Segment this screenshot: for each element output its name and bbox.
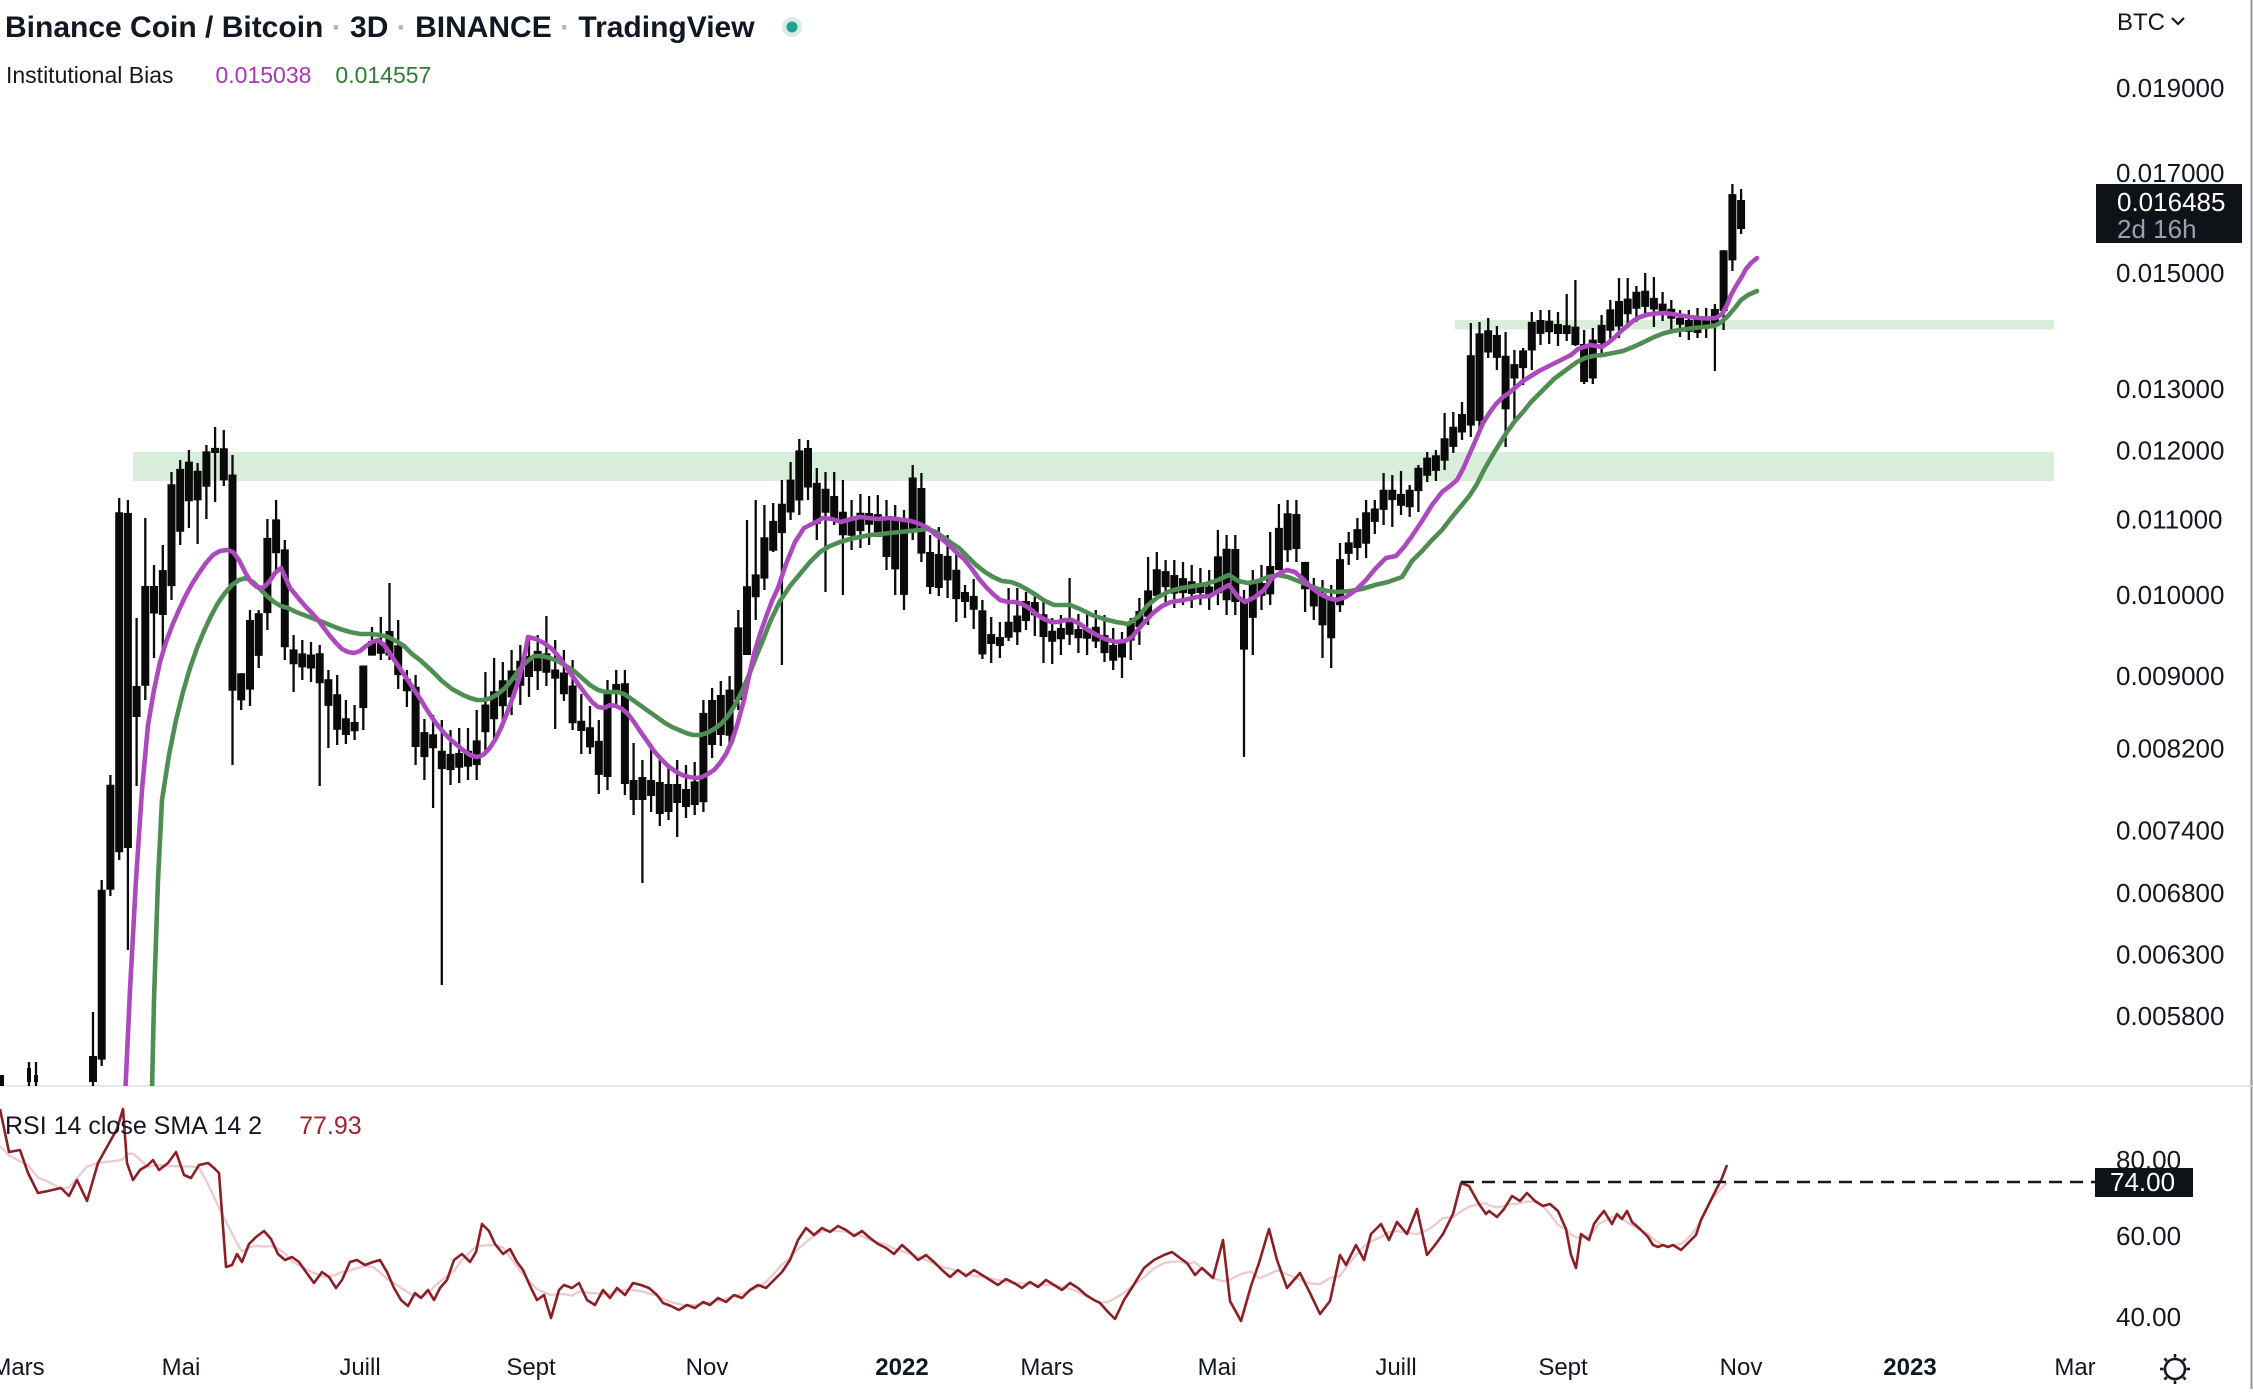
svg-text:Sept: Sept [506,1354,556,1381]
svg-text:Mai: Mai [162,1354,201,1381]
svg-text:BTC: BTC [2117,9,2165,36]
svg-text:0.005800: 0.005800 [2116,1001,2224,1031]
svg-text:0.006300: 0.006300 [2116,940,2224,970]
svg-text:Nov: Nov [686,1354,729,1381]
svg-text:Juill: Juill [1375,1354,1416,1381]
svg-text:Mars: Mars [0,1354,45,1381]
svg-text:0.011000: 0.011000 [2116,505,2223,535]
svg-text:Binance Coin / Bitcoin · 3D ·: Binance Coin / Bitcoin · 3D · BINANCE · … [5,11,755,44]
svg-text:Mars: Mars [1020,1354,1073,1381]
svg-text:0.010000: 0.010000 [2116,580,2224,610]
svg-text:0.015000: 0.015000 [2116,258,2224,288]
svg-text:0.012000: 0.012000 [2116,436,2224,466]
svg-text:0.008200: 0.008200 [2116,733,2224,763]
svg-text:Nov: Nov [1720,1354,1763,1381]
svg-text:40.00: 40.00 [2116,1302,2181,1332]
svg-text:Mar: Mar [2054,1354,2095,1381]
svg-text:Sept: Sept [1538,1354,1588,1381]
svg-text:RSI 14 close SMA 14 277.93: RSI 14 close SMA 14 2 77.93 [5,1112,362,1140]
svg-text:Juill: Juill [339,1354,380,1381]
svg-text:0.013000: 0.013000 [2116,374,2224,404]
svg-text:74.00: 74.00 [2110,1167,2175,1197]
svg-text:2022: 2022 [875,1354,928,1381]
svg-text:Mai: Mai [1198,1354,1237,1381]
svg-text:2023: 2023 [1883,1354,1936,1381]
svg-text:2d 16h: 2d 16h [2117,214,2197,244]
svg-text:0.017000: 0.017000 [2116,158,2224,188]
svg-text:0.007400: 0.007400 [2116,815,2224,845]
svg-text:0.019000: 0.019000 [2116,73,2224,103]
svg-text:60.00: 60.00 [2116,1221,2181,1251]
svg-text:0.016485: 0.016485 [2117,187,2225,217]
svg-text:0.009000: 0.009000 [2116,661,2224,691]
svg-text:0.006800: 0.006800 [2116,878,2224,908]
